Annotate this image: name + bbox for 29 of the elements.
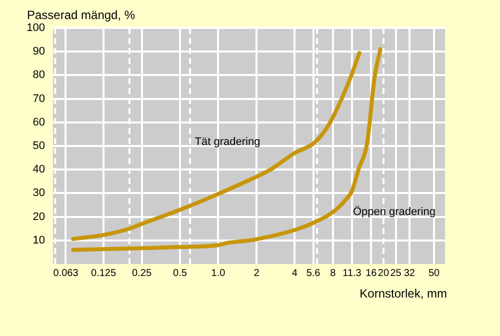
x-axis-title: Kornstorlek, mm xyxy=(360,286,447,300)
x-tick-label: 2 xyxy=(254,268,260,279)
y-tick-label: 40 xyxy=(32,164,45,176)
x-tick-label: 0.063 xyxy=(53,268,79,279)
y-tick-label: 10 xyxy=(32,234,45,246)
x-tick-label: 11.3 xyxy=(342,268,362,279)
x-tick-label: 20 xyxy=(378,268,390,279)
y-tick-label: 20 xyxy=(32,210,45,223)
y-tick-label: 100 xyxy=(26,22,45,34)
x-tick-label: 25 xyxy=(390,268,402,279)
x-tick-label: 16 xyxy=(366,268,378,279)
x-tick-label: 0.125 xyxy=(91,268,116,279)
x-tick-label: 0.25 xyxy=(132,268,152,279)
y-axis-title: Passerad mängd, % xyxy=(27,8,136,22)
y-tick-label: 90 xyxy=(32,46,45,58)
x-tick-label: 8 xyxy=(330,268,336,279)
text: Tät gradering xyxy=(194,136,260,148)
y-tick-label: 70 xyxy=(32,92,45,105)
x-tick-label: 1.0 xyxy=(211,268,226,279)
series-label: Öppen gradering xyxy=(352,205,436,218)
y-tick-label: 80 xyxy=(32,69,45,82)
x-tick-label: 5.6 xyxy=(306,268,321,279)
y-tick-label: 30 xyxy=(32,187,45,200)
x-tick-label: 0.5 xyxy=(173,268,188,279)
y-tick-label: 60 xyxy=(32,116,45,128)
x-tick-label: 4 xyxy=(292,268,298,279)
x-tick-label: 32 xyxy=(404,268,416,279)
x-tick-label: 50 xyxy=(428,268,440,279)
y-tick-label: 50 xyxy=(32,140,45,152)
